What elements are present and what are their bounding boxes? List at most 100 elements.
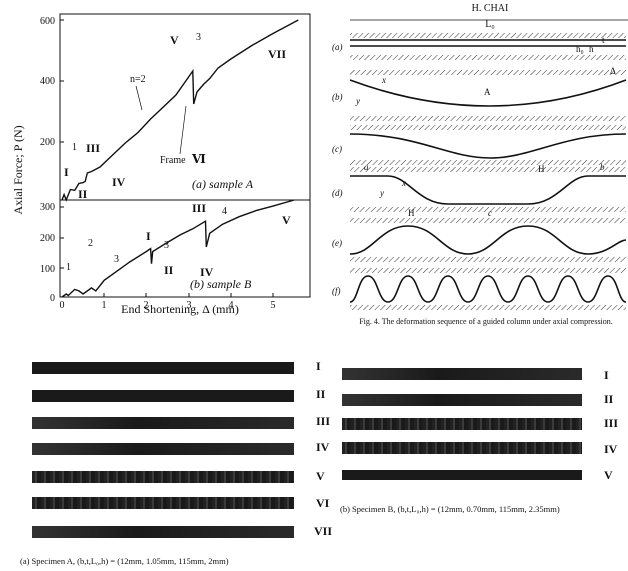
a-label: a: [364, 162, 369, 172]
photo-label: II: [316, 387, 326, 401]
annotation-one: 1: [66, 262, 71, 273]
panel-b-y-ticks: 300 200 100 0: [40, 202, 64, 304]
y-label: y: [379, 188, 384, 198]
panel-f: (f): [332, 268, 627, 310]
series-line: [61, 19, 299, 202]
tick-label: 3: [187, 300, 192, 311]
tick-label: 200: [40, 233, 55, 244]
y-axis-label: Axial Force; P (N): [11, 125, 25, 214]
photo-label: I: [604, 368, 609, 382]
photo-strip: [32, 417, 294, 429]
panel-a-annotations: (a) sample A n=2 Frame Ⅵ 1 3 I II III IV…: [64, 32, 286, 201]
annotation-n2: n=2: [130, 74, 146, 85]
panel-b-label: (b) sample B: [190, 277, 252, 291]
panel-a-label: (a) sample A: [192, 177, 254, 191]
panel-d: (d) a b H H c x y: [332, 162, 626, 218]
panel-c: (c): [332, 125, 627, 165]
c-label: c: [488, 208, 492, 218]
photo-strip: [32, 471, 294, 485]
l0-label: L₀: [485, 19, 495, 30]
deformation-sequence-figure: H. CHAI L₀ (a) h₀ h t (b) x y A Δ (c) (d…: [332, 3, 628, 326]
panel-a: L₀ (a) h₀ h t: [332, 19, 628, 60]
photo-strip: [342, 368, 582, 380]
tick-label: 400: [40, 76, 55, 87]
roman-VII: VII: [268, 47, 286, 61]
H-label-2: H: [408, 208, 415, 218]
specimen-b-caption: (b) Specimen B, (b,t,L₀,h) = (12mm, 0.70…: [340, 504, 560, 514]
annotation-three: 3: [164, 240, 169, 251]
b-label: b: [600, 162, 605, 172]
force-displacement-figure: Axial Force; P (N) End Shortening, Δ (mm…: [11, 13, 311, 316]
panel-e: (e): [332, 218, 627, 262]
tick-label: 1: [102, 300, 107, 311]
annotation-frame: Frame: [160, 155, 186, 166]
roman-II: II: [78, 187, 88, 201]
series-line: [61, 199, 295, 298]
photo-label: IV: [316, 440, 330, 454]
photo-strip: [32, 362, 294, 374]
tick-label: 2: [144, 300, 149, 311]
A-label: A: [484, 87, 491, 97]
specimen-b-photos: I II III IV V: [342, 358, 628, 498]
specimen-a-caption: (a) Specimen A, (b,t,L₀,h) = (12mm, 1.05…: [20, 556, 229, 566]
roman-III: III: [86, 141, 100, 155]
photo-label: I: [316, 359, 321, 373]
photo-label: V: [316, 469, 325, 483]
h0-label: h₀: [576, 44, 584, 54]
panel-a-series: [61, 19, 299, 202]
panel-label: (e): [332, 238, 342, 248]
tick-label: 600: [40, 16, 55, 27]
roman-IV: IV: [200, 265, 214, 279]
tick-label: 200: [40, 137, 55, 148]
tick-label: 4: [229, 300, 234, 311]
photo-strip: [32, 390, 294, 402]
y-label: y: [355, 96, 360, 106]
h-label: h: [589, 44, 594, 54]
photo-strip: [32, 443, 294, 455]
photo-label: II: [604, 392, 614, 406]
specimen-a-photos: I II III IV V VI VII: [32, 354, 342, 559]
panel-label: (a): [332, 42, 343, 52]
roman-IV: IV: [112, 175, 126, 189]
roman-I: I: [146, 229, 151, 243]
roman-I: I: [64, 165, 69, 179]
panel-a-y-ticks: 600 400 200: [40, 16, 64, 148]
roman-V: V: [282, 213, 291, 227]
tick-label: 5: [271, 300, 276, 311]
annotation-three: 3: [114, 254, 119, 265]
roman-II: II: [164, 263, 174, 277]
photo-strip: [342, 418, 582, 432]
tick-label: 300: [40, 202, 55, 213]
t-label: t: [602, 35, 605, 45]
panel-label: (d): [332, 188, 343, 198]
photo-label: VI: [316, 496, 330, 510]
photo-strip: [342, 470, 582, 480]
page-header: H. CHAI: [472, 3, 509, 14]
panel-label: (c): [332, 144, 342, 154]
photo-label: III: [604, 416, 619, 430]
photo-strip: [342, 394, 582, 406]
photo-label: IV: [604, 442, 618, 456]
figure-caption: Fig. 4. The deformation sequence of a gu…: [359, 317, 613, 326]
annotation-frame-num: Ⅵ: [191, 152, 206, 166]
photo-strip: [342, 442, 582, 456]
panel-label: (b): [332, 92, 343, 102]
panel-b-series: [61, 199, 295, 298]
annotation-four: 4: [222, 206, 227, 217]
annotation-three: 3: [196, 32, 201, 43]
tick-label: 0: [50, 293, 55, 304]
delta-label: Δ: [610, 66, 616, 76]
photo-strip: [32, 526, 294, 538]
panel-label: (f): [332, 286, 341, 296]
x-label: x: [401, 178, 406, 188]
photo-label: VII: [314, 524, 333, 538]
plot-frame: [59, 13, 311, 298]
roman-III: III: [192, 201, 206, 215]
tick-label: 100: [40, 264, 55, 275]
annotation-two: 2: [88, 238, 93, 249]
H-label: H: [538, 164, 545, 174]
photo-label: III: [316, 414, 331, 428]
x-label: x: [381, 75, 386, 85]
photo-strip: [32, 497, 294, 511]
panel-b: (b) x y A Δ: [332, 66, 627, 121]
